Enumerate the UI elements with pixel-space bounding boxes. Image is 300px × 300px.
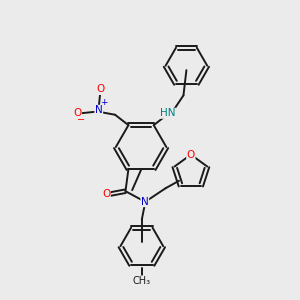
Text: N: N xyxy=(95,105,103,115)
Text: HN: HN xyxy=(160,108,176,118)
Text: −: − xyxy=(77,115,85,125)
Text: O: O xyxy=(102,189,110,199)
Text: O: O xyxy=(187,150,195,160)
Text: CH₃: CH₃ xyxy=(133,276,151,286)
Text: N: N xyxy=(141,196,149,207)
Text: +: + xyxy=(100,98,107,107)
Text: O: O xyxy=(96,85,104,94)
Text: O: O xyxy=(73,108,82,118)
